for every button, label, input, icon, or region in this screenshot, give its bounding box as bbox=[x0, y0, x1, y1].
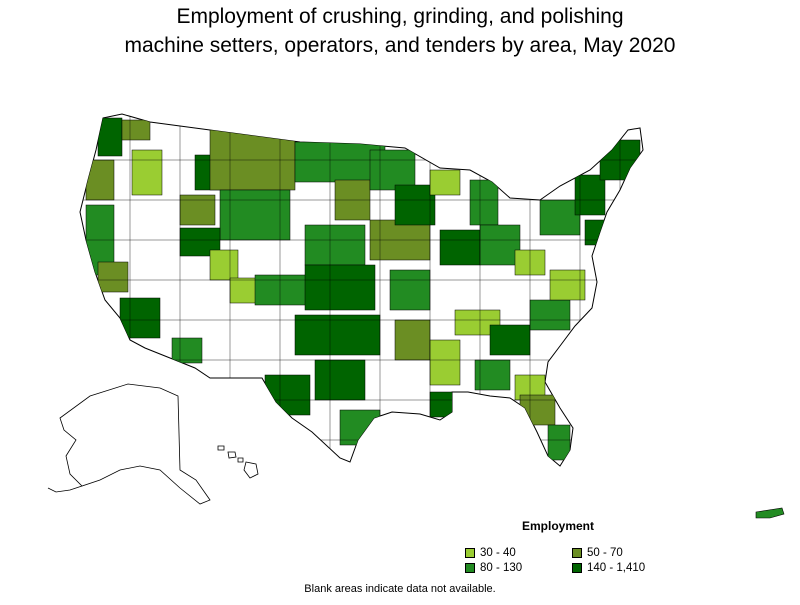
area-patch[interactable] bbox=[439, 229, 481, 266]
area-patch[interactable] bbox=[539, 199, 581, 236]
hawaii bbox=[217, 445, 259, 479]
legend-title: Employment bbox=[522, 519, 595, 533]
area-patch[interactable] bbox=[519, 394, 556, 426]
area-patch[interactable] bbox=[394, 319, 431, 361]
area-patch[interactable] bbox=[584, 219, 606, 246]
area-patch[interactable] bbox=[179, 194, 216, 226]
area-patch[interactable] bbox=[394, 184, 436, 226]
legend-swatch bbox=[465, 563, 475, 573]
alaska bbox=[47, 383, 211, 505]
legend-swatch bbox=[572, 563, 582, 573]
legend-swatch bbox=[572, 548, 582, 558]
legend-item-80-130: 80 - 130 bbox=[465, 561, 522, 575]
legend-label: 80 - 130 bbox=[480, 562, 523, 574]
map-title-line-2: machine setters, operators, and tenders … bbox=[124, 34, 676, 57]
area-patch[interactable] bbox=[304, 264, 376, 311]
puerto-rico bbox=[755, 507, 785, 519]
area-patch[interactable] bbox=[171, 337, 203, 364]
area-patch[interactable] bbox=[389, 269, 431, 311]
area-patch[interactable] bbox=[474, 359, 511, 391]
area-patch[interactable] bbox=[209, 249, 239, 281]
map-title-line-1: Employment of crushing, grinding, and po… bbox=[176, 5, 624, 28]
area-patch[interactable] bbox=[339, 409, 381, 446]
area-patch[interactable] bbox=[479, 224, 521, 266]
area-patch[interactable] bbox=[369, 149, 416, 191]
area-patch[interactable] bbox=[547, 424, 571, 461]
area-patch[interactable] bbox=[429, 339, 461, 386]
area-patch[interactable] bbox=[304, 224, 366, 266]
area-patch[interactable] bbox=[549, 269, 586, 301]
area-patch[interactable] bbox=[97, 117, 123, 157]
legend-swatch bbox=[465, 548, 475, 558]
area-patch[interactable] bbox=[131, 149, 163, 196]
area-patch[interactable] bbox=[254, 274, 311, 306]
area-patch[interactable] bbox=[119, 297, 161, 339]
map-title: Employment of crushing, grinding, and po… bbox=[0, 2, 800, 60]
area-patch[interactable] bbox=[529, 299, 571, 331]
area-patch[interactable] bbox=[121, 119, 151, 141]
area-patch[interactable] bbox=[219, 189, 291, 241]
area-borders bbox=[80, 114, 643, 466]
legend-label: 50 - 70 bbox=[587, 547, 623, 559]
legend-item-30-40: 30 - 40 bbox=[465, 546, 516, 560]
footnote: Blank areas indicate data not available. bbox=[304, 583, 496, 595]
area-patch[interactable] bbox=[314, 359, 366, 401]
area-patch[interactable] bbox=[97, 261, 129, 293]
legend-item-50-70: 50 - 70 bbox=[572, 546, 623, 560]
area-patch[interactable] bbox=[429, 391, 461, 418]
area-patch[interactable] bbox=[429, 169, 461, 196]
area-patch[interactable] bbox=[469, 179, 499, 226]
area-patch[interactable] bbox=[85, 159, 115, 201]
legend-item-140-1410: 140 - 1,410 bbox=[572, 561, 645, 575]
area-patch[interactable] bbox=[179, 227, 221, 257]
area-patch[interactable] bbox=[574, 174, 606, 216]
area-patch[interactable] bbox=[294, 314, 381, 356]
area-patch[interactable] bbox=[489, 324, 531, 356]
legend-label: 140 - 1,410 bbox=[587, 562, 646, 574]
legend-label: 30 - 40 bbox=[480, 547, 516, 559]
